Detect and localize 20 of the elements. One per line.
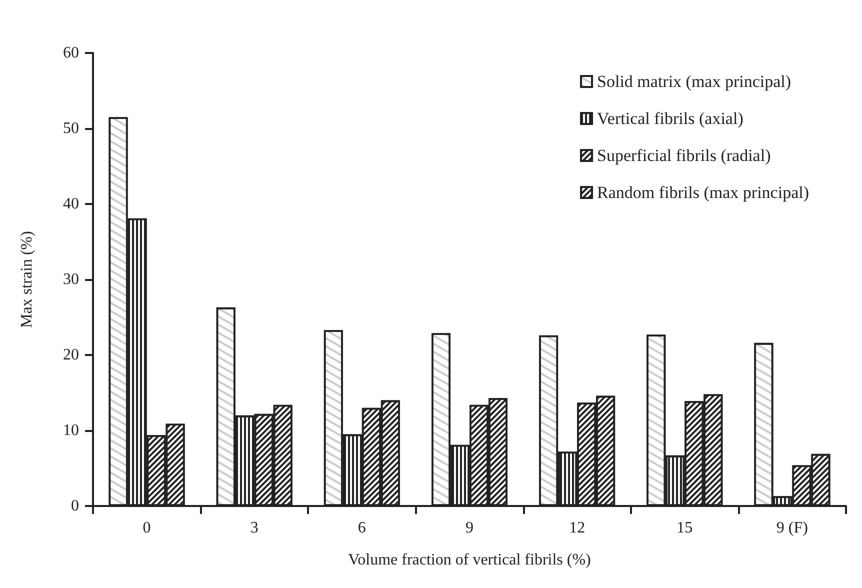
x-axis-title: Volume fraction of vertical fibrils (%) <box>348 552 591 568</box>
x-tick-label: 12 <box>569 520 586 536</box>
x-tick-label: 9 (F) <box>776 520 808 536</box>
y-tick-label: 0 <box>71 498 79 514</box>
x-tick-label: 9 <box>466 520 474 536</box>
x-tick-label: 0 <box>142 520 151 536</box>
legend-label: Vertical fibrils (axial) <box>597 109 744 128</box>
y-tick-label: 50 <box>63 120 79 137</box>
legend-label: Solid matrix (max principal) <box>597 72 792 91</box>
legend-label: Superficial fibrils (radial) <box>597 146 771 165</box>
y-tick-label: 60 <box>63 44 79 62</box>
x-tick-label: 15 <box>676 520 693 536</box>
y-tick-label: 40 <box>63 196 79 212</box>
x-tick-label: 6 <box>358 520 366 536</box>
y-axis-title: Max strain (%) <box>18 231 36 328</box>
y-tick-label: 20 <box>63 346 79 364</box>
y-tick-label: 30 <box>63 271 79 288</box>
y-tick-label: 10 <box>63 422 79 439</box>
legend-label: Random fibrils (max principal) <box>597 183 810 202</box>
x-tick-label: 3 <box>250 520 258 536</box>
